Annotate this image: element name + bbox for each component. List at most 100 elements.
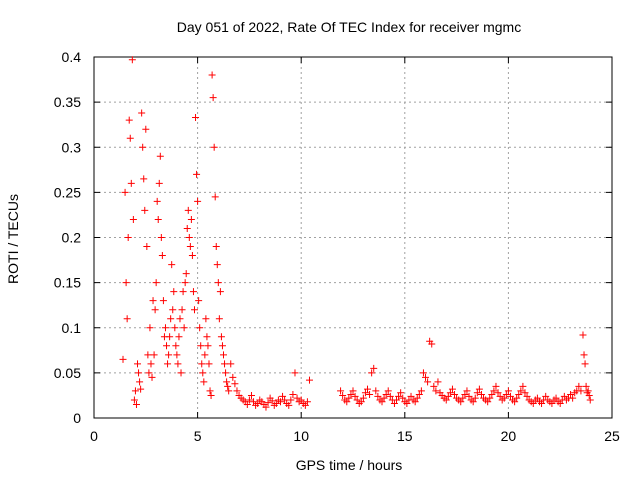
data-point [155,179,163,187]
data-point [448,385,456,393]
data-point [424,378,432,386]
data-point [167,315,175,323]
data-point [215,315,223,323]
data-point [254,400,262,408]
data-point [415,391,423,399]
data-point [475,385,483,393]
data-point [142,125,150,133]
data-point [243,400,251,408]
data-point [229,373,237,381]
data-point [169,306,177,314]
data-point [393,396,401,404]
data-point [430,382,438,390]
data-point [129,215,137,223]
data-point [293,394,301,402]
data-point [212,243,220,251]
data-point [188,252,196,260]
data-point [148,373,156,381]
data-point [166,333,174,341]
data-point [218,342,226,350]
data-point [552,394,560,402]
data-point [579,331,587,339]
y-tick-label: 0 [73,410,81,426]
data-point [130,396,138,404]
x-tick-label: 5 [194,428,202,444]
x-tick-label: 25 [604,428,620,444]
data-point [210,143,218,151]
data-point [143,243,151,251]
data-point [180,324,188,332]
data-point [521,389,529,397]
data-point [444,392,452,400]
data-point [581,360,589,368]
data-point [177,369,185,377]
data-point [202,315,210,323]
data-point [132,400,140,408]
data-point [390,400,398,408]
data-point [262,403,270,411]
data-point [351,392,359,400]
data-point [428,340,436,348]
data-point [413,394,421,402]
data-point [134,360,142,368]
data-point [182,270,190,278]
data-point [301,401,309,409]
data-point [459,394,467,402]
data-point [372,387,380,395]
data-point [515,391,523,399]
data-point [382,391,390,399]
x-tick-label: 20 [501,428,517,444]
data-point [357,398,365,406]
data-point [137,385,145,393]
data-point [506,392,514,400]
y-tick-label: 0.2 [62,230,82,246]
data-point [224,382,232,390]
data-point [185,234,193,241]
data-point [465,392,473,400]
data-point [200,378,208,386]
data-point [343,398,351,406]
data-point [192,113,200,121]
data-point [422,373,430,381]
data-point [496,392,504,400]
data-point [384,387,392,395]
data-point [432,387,440,395]
y-tick-label: 0.1 [62,320,82,336]
data-point [368,369,376,377]
data-point [349,387,357,395]
data-point [403,400,411,408]
data-point [147,360,155,368]
data-point [125,116,133,124]
data-point [446,389,454,397]
data-point [189,288,197,296]
data-point [272,400,280,408]
data-point [451,391,459,399]
data-point [337,387,345,395]
data-point [206,387,214,395]
data-point [159,297,167,305]
data-point [172,342,180,350]
data-point [281,396,289,404]
data-point [170,288,178,296]
data-point [146,324,154,332]
data-point [201,351,209,359]
data-point [279,392,287,400]
data-point [469,398,477,406]
data-point [211,193,219,201]
data-point [122,279,130,287]
x-tick-label: 0 [90,428,98,444]
data-point [305,376,313,384]
data-point [264,399,272,407]
data-point [217,333,225,341]
data-point [208,71,216,79]
y-tick-label: 0.3 [62,139,82,155]
data-point [220,351,227,359]
data-point [529,400,537,408]
data-point [197,342,205,350]
data-point [152,279,160,287]
data-point [569,394,577,402]
data-point [131,387,139,395]
axis-ticks: 0 5 10 15 20 25 0 0.05 0.1 0.15 0.2 0.25 0.3 0.35 0.4 [54,49,620,444]
data-point [511,398,519,406]
